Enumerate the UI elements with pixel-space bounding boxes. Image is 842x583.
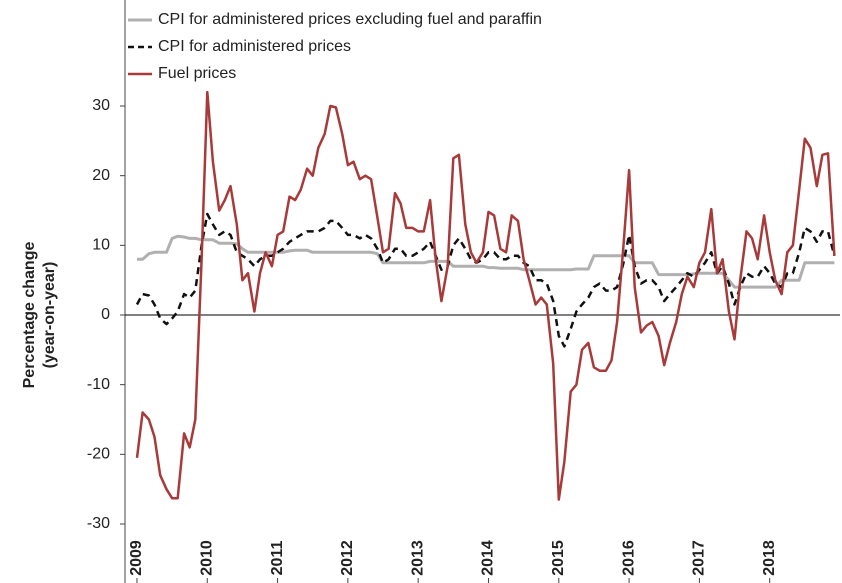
x-tick-label: 2016 — [620, 540, 637, 576]
x-tick-label: 2015 — [550, 540, 567, 576]
y-tick-label: -30 — [87, 515, 110, 532]
y-axis-label: Percentage change — [21, 242, 38, 389]
legend-label: Fuel prices — [158, 65, 236, 82]
legend-label: CPI for administered prices excluding fu… — [158, 11, 542, 28]
x-tick-label: 2012 — [339, 540, 356, 576]
y-axis-label: (year-on-year) — [41, 262, 58, 369]
legend-label: CPI for administered prices — [158, 38, 351, 55]
x-tick-label: 2009 — [128, 540, 145, 576]
x-tick-label: 2014 — [480, 540, 497, 576]
x-tick-label: 2010 — [198, 540, 215, 576]
series-line — [135, 90, 836, 501]
y-tick-label: 30 — [92, 97, 110, 114]
x-tick-label: 2018 — [761, 540, 778, 576]
x-tick-label: 2013 — [409, 540, 426, 576]
x-tick-label: 2011 — [269, 541, 286, 576]
y-tick-label: 10 — [92, 237, 110, 254]
x-tick-label: 2017 — [691, 540, 708, 576]
y-tick-label: 20 — [92, 167, 110, 184]
y-tick-label: -20 — [87, 446, 110, 463]
y-tick-label: -10 — [87, 376, 110, 393]
y-tick-label: 0 — [101, 306, 110, 323]
